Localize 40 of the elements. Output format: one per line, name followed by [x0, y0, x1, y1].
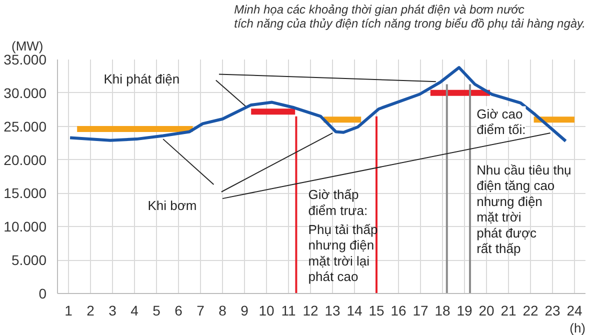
x-tick-label: 10	[258, 302, 274, 318]
y-tick-label: 25.000	[4, 118, 47, 134]
x-tick-label: 20	[478, 302, 494, 318]
chart-title: Minh họa các khoảng thời gian phát điện và bơm nước tích năng của thủy điện tích năng trong biểu đồ phụ tải hàng ngày.	[234, 2, 586, 30]
annotation: Giờ cao điểm tối:	[476, 106, 526, 138]
x-tick-label: 4	[130, 302, 139, 318]
x-tick-label: 17	[412, 302, 428, 318]
y-tick-label: 20.000	[4, 152, 47, 168]
x-tick-label: 19	[456, 302, 472, 318]
x-tick-label: 21	[500, 302, 516, 318]
y-axis-title: (MW)	[12, 38, 44, 54]
annotation: Giờ thấp điểm trưa:	[308, 187, 368, 218]
y-tick-label: 5.000	[11, 252, 47, 268]
x-tick-label: 15	[368, 302, 384, 318]
line-series	[68, 66, 568, 143]
x-tick-label: 6	[174, 302, 183, 318]
x-tick-label: 14	[346, 302, 362, 318]
x-tick-label: 13	[324, 302, 340, 318]
x-axis-title: (h)	[570, 320, 586, 335]
y-tick-label: 30.000	[4, 84, 47, 101]
x-tick-label: 12	[302, 302, 318, 318]
x-tick-label: 22	[522, 302, 538, 318]
x-tick-label: 7	[196, 302, 205, 318]
x-tick-label: 18	[434, 302, 450, 318]
y-tick-label: 0	[38, 286, 47, 302]
x-tick-label: 2	[86, 302, 95, 318]
annotation: Khi phát điện	[104, 72, 180, 87]
y-tick-label: 15.000	[4, 185, 47, 202]
x-tick-label: 23	[544, 302, 560, 318]
x-tick-label: 1	[64, 302, 73, 318]
x-tick-label: 16	[390, 302, 406, 318]
annotation: Khi bơm	[148, 198, 197, 213]
x-tick-label: 3	[108, 302, 117, 318]
x-tick-label: 11	[281, 302, 296, 318]
x-tick-label: 9	[240, 302, 249, 318]
x-tick-label: 8	[218, 302, 227, 318]
x-tick-label: 5	[152, 302, 161, 318]
annotation: Nhu cầu tiêu thụ điện tăng cao nhưng điện mặt trời phát được rất thấp	[476, 162, 572, 256]
x-tick-label: 24	[566, 302, 582, 318]
y-tick-label: 10.000	[4, 218, 47, 235]
